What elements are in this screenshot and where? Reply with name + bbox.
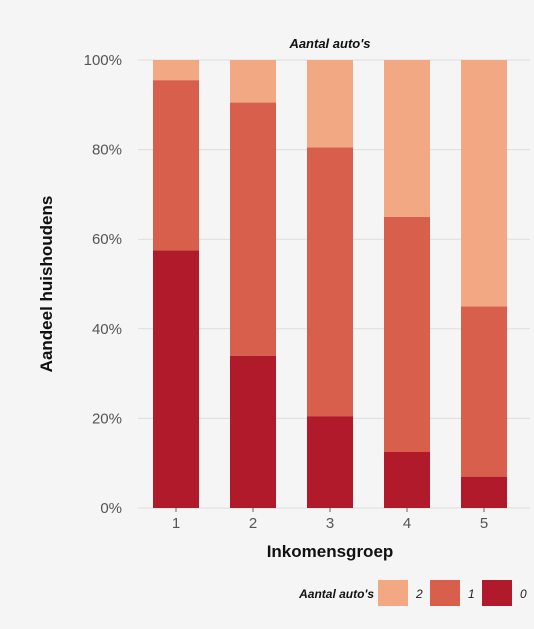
legend-key-2 bbox=[378, 580, 408, 606]
legend: Aantal auto's 2 1 0 bbox=[298, 580, 527, 606]
legend-label-2: 2 bbox=[415, 587, 423, 601]
y-tick-label: 100% bbox=[84, 52, 122, 69]
x-tick-label: 4 bbox=[403, 515, 411, 532]
bar-segment-1-cat-5 bbox=[461, 306, 507, 477]
legend-title: Aantal auto's bbox=[298, 587, 374, 601]
y-tick-label: 80% bbox=[92, 142, 122, 159]
bar-segment-1-cat-1 bbox=[153, 80, 199, 251]
legend-label-0: 0 bbox=[520, 587, 527, 601]
bar-segment-1-cat-2 bbox=[230, 102, 276, 356]
x-tick-labels: 1 2 3 4 5 bbox=[172, 508, 488, 532]
bar-segment-0-cat-1 bbox=[153, 250, 199, 508]
bar-segment-1-cat-4 bbox=[384, 216, 430, 452]
bar-segment-2-cat-1 bbox=[153, 60, 199, 81]
y-tick-label: 0% bbox=[100, 500, 122, 517]
bar-segment-2-cat-5 bbox=[461, 60, 507, 307]
bar-segment-1-cat-3 bbox=[307, 147, 353, 417]
x-tick-label: 3 bbox=[326, 515, 334, 532]
y-tick-label: 40% bbox=[92, 321, 122, 338]
legend-label-1: 1 bbox=[468, 587, 475, 601]
legend-key-1 bbox=[430, 580, 460, 606]
y-axis-title: Aandeel huishoudens bbox=[37, 196, 56, 373]
legend-key-0 bbox=[482, 580, 512, 606]
y-tick-label: 20% bbox=[92, 410, 122, 427]
bar-segment-0-cat-3 bbox=[307, 416, 353, 508]
x-tick-label: 1 bbox=[172, 515, 180, 532]
bar-segment-0-cat-4 bbox=[384, 452, 430, 508]
x-axis-title: Inkomensgroep bbox=[267, 542, 394, 561]
y-tick-labels: 0% 20% 40% 60% 80% 100% bbox=[84, 52, 122, 517]
chart-title: Aantal auto's bbox=[288, 36, 370, 51]
bar-segment-0-cat-5 bbox=[461, 476, 507, 508]
bar-segment-0-cat-2 bbox=[230, 355, 276, 508]
y-tick-label: 60% bbox=[92, 231, 122, 248]
bars bbox=[153, 60, 507, 508]
bar-segment-2-cat-4 bbox=[384, 60, 430, 217]
x-tick-label: 2 bbox=[249, 515, 257, 532]
bar-segment-2-cat-2 bbox=[230, 60, 276, 103]
bar-segment-2-cat-3 bbox=[307, 60, 353, 148]
x-tick-label: 5 bbox=[480, 515, 488, 532]
